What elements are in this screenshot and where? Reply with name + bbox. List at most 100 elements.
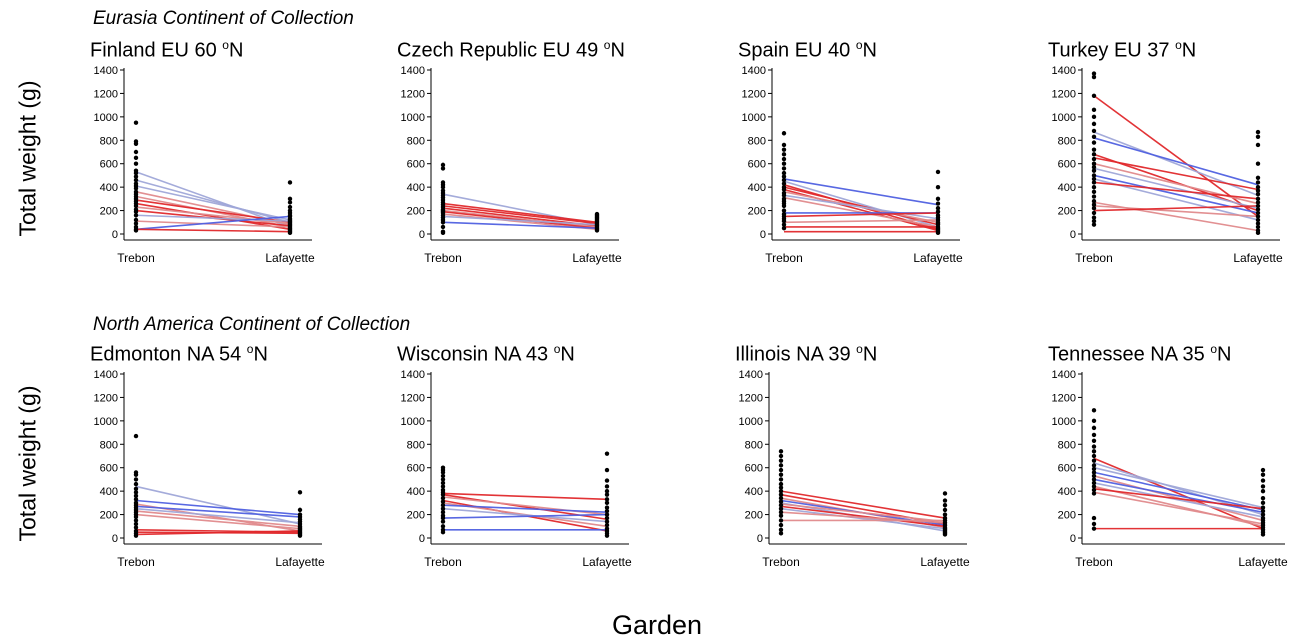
data-point-trebon bbox=[133, 120, 139, 125]
data-point-trebon bbox=[440, 503, 446, 508]
data-point-lafayette bbox=[604, 533, 610, 538]
data-point-lafayette bbox=[604, 500, 610, 506]
data-point-trebon bbox=[1091, 176, 1097, 182]
series-line bbox=[780, 503, 946, 523]
x-category-label: Lafayette bbox=[1233, 251, 1283, 265]
y-tick-label: 200 bbox=[1058, 510, 1076, 522]
y-tick-label: 1000 bbox=[739, 416, 763, 428]
panel-title-main: Tennessee NA 35 bbox=[1048, 343, 1211, 366]
data-point-lafayette bbox=[287, 200, 293, 205]
x-category-label: Trebon bbox=[424, 555, 462, 569]
y-axis-title-top: Total weight (g) bbox=[14, 80, 41, 237]
chart-svg: 0 200 400 600 800 1000 1200 1400 Trebon Lafayette bbox=[94, 369, 325, 569]
data-point-lafayette bbox=[1255, 134, 1261, 139]
data-point-trebon bbox=[133, 186, 139, 191]
data-point-trebon bbox=[1091, 477, 1097, 482]
series-line bbox=[1093, 471, 1264, 511]
data-point-lafayette bbox=[1260, 472, 1266, 477]
data-point-lafayette bbox=[1260, 505, 1266, 510]
y-tick-label: 400 bbox=[100, 182, 118, 194]
panel-title-main: Edmonton NA 54 bbox=[90, 343, 247, 366]
data-point-trebon bbox=[1091, 473, 1097, 479]
data-point-trebon bbox=[778, 531, 784, 536]
data-point-trebon bbox=[1091, 484, 1097, 489]
data-point-trebon bbox=[1091, 458, 1097, 463]
data-point-trebon bbox=[1091, 184, 1097, 190]
y-tick-label: 1000 bbox=[94, 112, 118, 124]
data-point-trebon bbox=[133, 174, 139, 179]
data-point-trebon bbox=[133, 514, 139, 520]
data-point-trebon bbox=[1091, 156, 1097, 162]
y-tick-label: 600 bbox=[745, 463, 763, 475]
data-point-lafayette bbox=[604, 484, 610, 489]
y-tick-label: 0 bbox=[112, 229, 118, 241]
data-point-trebon bbox=[440, 506, 446, 511]
data-point-trebon bbox=[1091, 453, 1097, 459]
panel-title-main: Czech Republic EU 49 bbox=[397, 39, 604, 62]
data-point-trebon bbox=[440, 230, 446, 236]
data-point-trebon bbox=[133, 170, 139, 176]
data-point-trebon bbox=[778, 453, 784, 459]
series-line bbox=[442, 205, 598, 225]
y-tick-label: 800 bbox=[748, 135, 766, 147]
data-point-trebon bbox=[1091, 210, 1097, 216]
chart-svg: 0 200 400 600 800 1000 1200 1400 Trebon Lafayette bbox=[742, 65, 963, 265]
y-axis-title-bottom: Total weight (g) bbox=[14, 385, 41, 542]
series-line bbox=[135, 214, 291, 222]
section-title-eurasia: Eurasia Continent of Collection bbox=[93, 8, 354, 29]
series-line bbox=[135, 228, 291, 233]
series-line bbox=[1093, 466, 1264, 509]
series-line bbox=[135, 485, 301, 525]
panel-title: Czech Republic EU 49 oN bbox=[397, 38, 625, 63]
y-tick-label: 400 bbox=[1058, 182, 1076, 194]
y-tick-label: 0 bbox=[1070, 229, 1076, 241]
y-tick-label: 400 bbox=[407, 486, 425, 498]
data-point-lafayette bbox=[1260, 467, 1266, 473]
data-point-trebon bbox=[440, 519, 446, 524]
y-tick-label: 1400 bbox=[401, 65, 425, 77]
data-point-lafayette bbox=[935, 196, 941, 202]
data-point-lafayette bbox=[604, 451, 610, 456]
data-point-lafayette bbox=[604, 522, 610, 528]
y-tick-label: 1400 bbox=[94, 65, 118, 77]
data-point-lafayette bbox=[935, 230, 941, 236]
data-point-trebon bbox=[1091, 121, 1097, 127]
series-line bbox=[1093, 162, 1259, 205]
panel-title: Edmonton NA 54 oN bbox=[90, 342, 268, 367]
y-tick-label: 200 bbox=[407, 206, 425, 218]
y-tick-label: 1400 bbox=[742, 65, 766, 77]
chart-svg: 0 200 400 600 800 1000 1200 1400 Trebon Lafayette bbox=[401, 369, 632, 569]
data-point-lafayette bbox=[1255, 214, 1261, 219]
data-point-trebon bbox=[133, 161, 139, 166]
series-line bbox=[1093, 478, 1264, 514]
series-line bbox=[780, 507, 946, 530]
y-tick-label: 0 bbox=[112, 533, 118, 545]
data-point-trebon bbox=[440, 166, 446, 171]
data-point-trebon bbox=[778, 527, 784, 532]
data-point-trebon bbox=[440, 529, 446, 535]
series-line bbox=[1093, 488, 1264, 510]
y-tick-label: 1000 bbox=[94, 416, 118, 428]
series-line bbox=[783, 219, 939, 224]
data-point-lafayette bbox=[1255, 224, 1261, 230]
y-tick-label: 1200 bbox=[1052, 392, 1076, 404]
data-point-trebon bbox=[778, 463, 784, 468]
x-category-label: Trebon bbox=[117, 555, 155, 569]
x-axis-title: Garden bbox=[612, 610, 703, 640]
data-point-trebon bbox=[1091, 432, 1097, 438]
panel-title: Wisconsin NA 43 oN bbox=[397, 342, 575, 367]
data-point-lafayette bbox=[297, 490, 303, 495]
data-point-lafayette bbox=[604, 497, 610, 502]
data-point-trebon bbox=[440, 162, 446, 168]
panel-title-main: Illinois NA 39 bbox=[735, 343, 857, 366]
data-point-trebon bbox=[1091, 107, 1097, 113]
series-line bbox=[135, 513, 301, 530]
data-point-trebon bbox=[440, 484, 446, 489]
data-point-lafayette bbox=[935, 184, 941, 190]
data-point-trebon bbox=[1091, 128, 1097, 134]
data-point-trebon bbox=[1091, 438, 1097, 443]
data-point-trebon bbox=[133, 497, 139, 502]
data-point-trebon bbox=[133, 525, 139, 530]
chart-panel-turkey: Turkey EU 37 oN 0 200 400 600 800 1000 1200 1400… bbox=[1048, 38, 1288, 268]
panel-title-degree: o bbox=[603, 38, 611, 52]
